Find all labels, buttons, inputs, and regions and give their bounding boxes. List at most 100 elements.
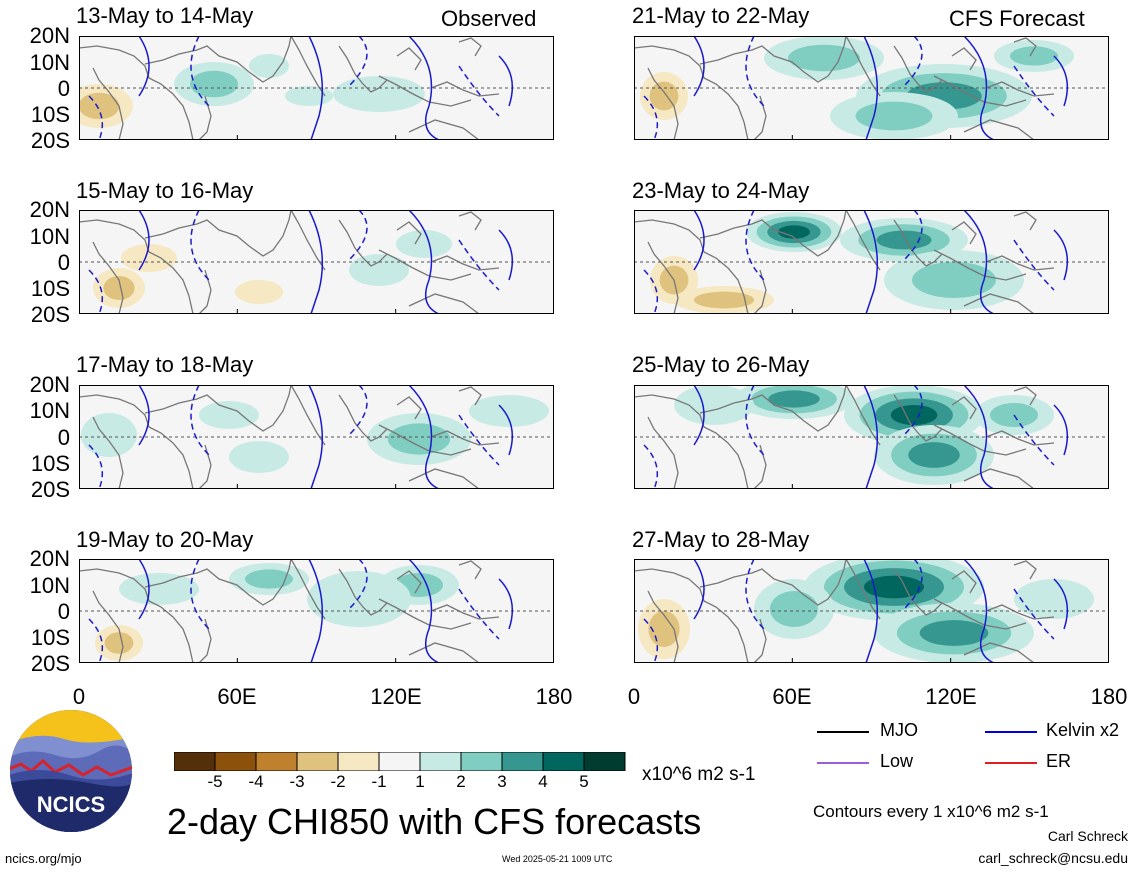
kelvin-contour (1053, 404, 1069, 456)
kelvin-contour (863, 385, 879, 489)
colorbar-swatch (296, 752, 339, 771)
map-frame (79, 210, 554, 314)
kelvin-contour (1053, 229, 1069, 281)
legend-kelvin-label: Kelvin x2 (1046, 720, 1120, 740)
kelvin-contour-negative (348, 36, 368, 87)
coastline (408, 642, 480, 663)
coastline (951, 47, 977, 71)
coastline (144, 36, 292, 83)
kelvin-contour-negative (458, 414, 500, 466)
anomaly-shading (103, 276, 135, 300)
coastline (396, 570, 422, 594)
map-frame (634, 210, 1109, 314)
coastline (79, 394, 194, 489)
anomaly-shading (908, 442, 960, 468)
coastline (647, 241, 679, 314)
coastline (396, 221, 422, 245)
lat-label-20n: 20N (29, 546, 70, 571)
colorbar-tick: 3 (497, 772, 507, 791)
anomaly-shading (768, 390, 820, 408)
coastline (634, 219, 749, 314)
kelvin-contour (963, 36, 995, 140)
figure-title: 2-day CHI850 with CFS forecasts (167, 801, 702, 842)
forecast-map-3 (634, 385, 1109, 489)
coastline (699, 210, 847, 257)
timestamp: Wed 2025-05-21 1009 UTC (502, 854, 613, 864)
coastline (933, 598, 1027, 630)
kelvin-contour (863, 559, 879, 663)
site-link[interactable]: ncics.org/mjo (5, 851, 82, 866)
anomaly-shading (79, 92, 120, 120)
kelvin-contour-negative (643, 618, 659, 663)
kelvin-contour (1053, 55, 1069, 107)
coastline (1013, 560, 1037, 580)
anomaly-shading (890, 405, 938, 425)
author-name: Carl Schreck (1047, 828, 1128, 844)
coastline (963, 468, 1035, 489)
kelvin-contour (308, 210, 324, 314)
kelvin-contour (498, 55, 514, 107)
colorbar-tick: -4 (248, 772, 264, 791)
anomaly-shading (648, 611, 680, 647)
anomaly-shading (81, 413, 137, 457)
anomaly-shading (919, 620, 989, 646)
map-canvas (634, 210, 1109, 314)
coastline (985, 604, 1055, 620)
lat-label-20s: 20S (30, 128, 70, 153)
anomaly-shading (229, 441, 289, 473)
kelvin-contour-negative (643, 95, 659, 140)
coastline (144, 385, 292, 432)
coastline (92, 241, 124, 314)
kelvin-contour-negative (348, 385, 368, 436)
anomaly-shading (285, 86, 333, 106)
coastline (458, 37, 482, 57)
coastline (79, 45, 194, 140)
coastline (963, 642, 1035, 663)
coastline (1013, 37, 1037, 57)
colorbar-tick: 1 (415, 772, 425, 791)
colorbar-tick: 2 (456, 772, 466, 791)
coastline (933, 75, 1027, 107)
anomaly-shading (674, 385, 754, 425)
forecast-panel-3-title: 25-May to 26-May (632, 352, 810, 377)
coastline (408, 293, 480, 314)
lon-label-120e: 120E (370, 684, 422, 709)
anomaly-shading (649, 81, 679, 111)
kelvin-contour (138, 210, 150, 271)
kelvin-contour (308, 36, 324, 140)
coastline (92, 67, 124, 140)
lat-label-10s: 10S (30, 451, 70, 476)
map-canvas (634, 559, 1109, 663)
kelvin-contour-negative (348, 559, 368, 610)
lon-label-60e: 60E (772, 684, 812, 709)
author-email[interactable]: carl_schreck@ncsu.edu (978, 850, 1128, 866)
lon-label-60e: 60E (217, 684, 257, 709)
colorbar-tick: 5 (579, 772, 589, 791)
lat-label-10s: 10S (30, 625, 70, 650)
legend-mjo-swatch (817, 731, 869, 733)
lat-label-20n: 20N (29, 23, 70, 48)
kelvin-contour (308, 559, 324, 663)
anomaly-shading (694, 291, 754, 309)
kelvin-contour-negative (1013, 239, 1055, 291)
coastline (951, 570, 977, 594)
coastline (378, 598, 472, 630)
coastline (378, 249, 472, 281)
kelvin-contour-negative (88, 444, 104, 489)
kelvin-contour (693, 385, 705, 446)
colorbar (174, 752, 626, 771)
forecast-map-4 (634, 559, 1109, 663)
kelvin-contour (138, 36, 150, 97)
kelvin-contour (408, 36, 440, 140)
anomaly-shading (876, 230, 932, 250)
lat-label-10s: 10S (30, 102, 70, 127)
colorbar-swatch (378, 752, 421, 771)
observed-panel-2-title: 15-May to 16-May (76, 178, 254, 203)
lat-label-20s: 20S (30, 302, 70, 327)
forecast-map-1 (634, 36, 1109, 140)
kelvin-contour (863, 210, 879, 314)
map-frame (634, 36, 1109, 140)
map-frame (79, 36, 554, 140)
coastline (92, 590, 124, 663)
colorbar-swatch (419, 752, 462, 771)
